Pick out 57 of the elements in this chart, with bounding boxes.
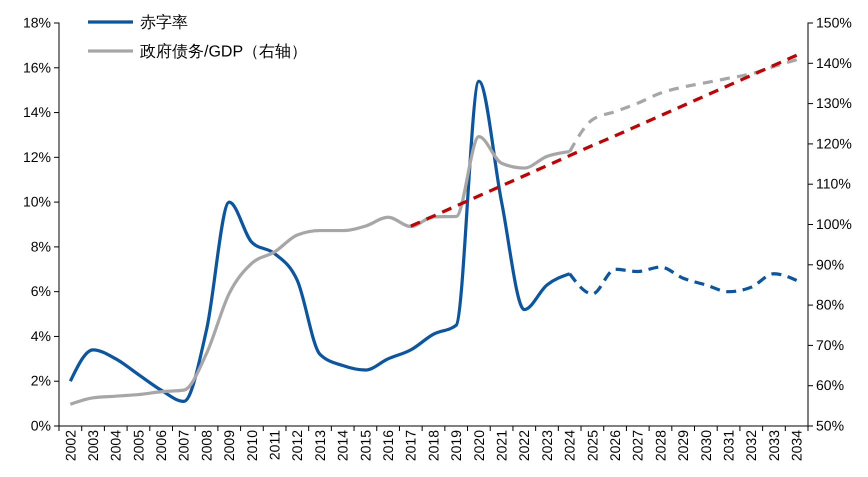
- legend-label: 政府债务/GDP（右轴）: [140, 42, 308, 61]
- x-tick-label: 2030: [698, 430, 714, 462]
- y-tick-label: 6%: [30, 283, 51, 300]
- x-tick-label: 2010: [244, 430, 260, 462]
- y-tick-label: 2%: [30, 372, 51, 389]
- x-tick-label: 2021: [493, 430, 510, 462]
- y-tick-label: 16%: [22, 59, 51, 76]
- x-tick-label: 2017: [402, 430, 419, 462]
- x-tick-label: 2020: [470, 430, 487, 462]
- x-tick-label: 2026: [606, 430, 623, 462]
- y2-tick-label: 50%: [816, 417, 844, 434]
- y-tick-label: 0%: [30, 417, 51, 434]
- y-tick-label: 10%: [22, 194, 51, 210]
- x-tick-label: 2014: [334, 430, 351, 462]
- x-tick-label: 2024: [562, 430, 578, 462]
- x-tick-label: 2034: [788, 430, 805, 462]
- y2-tick-label: 120%: [816, 135, 852, 152]
- x-tick-label: 2033: [766, 430, 782, 462]
- x-tick-label: 2003: [84, 430, 101, 462]
- x-tick-label: 2023: [538, 430, 555, 462]
- x-tick-label: 2006: [153, 430, 170, 462]
- x-tick-label: 2016: [380, 430, 396, 462]
- x-tick-label: 2009: [221, 430, 238, 462]
- x-tick-label: 2029: [675, 430, 692, 462]
- x-tick-label: 2028: [652, 430, 668, 462]
- x-tick-label: 2005: [130, 430, 146, 462]
- x-tick-label: 2012: [289, 430, 306, 462]
- y2-tick-label: 70%: [816, 336, 844, 353]
- y2-tick-label: 130%: [816, 95, 852, 112]
- y-tick-label: 14%: [22, 104, 51, 120]
- x-tick-label: 2019: [448, 430, 464, 462]
- y2-tick-label: 140%: [816, 54, 852, 71]
- y-tick-label: 12%: [22, 148, 51, 165]
- y-tick-label: 4%: [30, 328, 51, 344]
- x-tick-label: 2015: [357, 430, 374, 462]
- x-tick-label: 2004: [108, 430, 124, 462]
- x-tick-label: 2032: [743, 430, 760, 462]
- x-tick-label: 2013: [312, 430, 328, 462]
- y2-tick-label: 100%: [816, 216, 852, 232]
- x-tick-label: 2027: [630, 430, 646, 462]
- x-tick-label: 2025: [584, 430, 600, 462]
- y-tick-label: 18%: [22, 14, 51, 30]
- x-tick-label: 2031: [720, 430, 736, 462]
- y2-tick-label: 80%: [816, 296, 844, 313]
- y-tick-label: 8%: [30, 238, 51, 254]
- x-tick-label: 2018: [425, 430, 442, 462]
- legend-label: 赤字率: [140, 14, 188, 32]
- x-tick-label: 2008: [198, 430, 214, 462]
- x-tick-label: 2007: [176, 430, 192, 462]
- y2-tick-label: 60%: [816, 377, 844, 394]
- line-series: [409, 54, 798, 228]
- y2-tick-label: 90%: [816, 256, 844, 272]
- x-tick-label: 2022: [516, 430, 532, 462]
- y2-tick-label: 110%: [816, 176, 851, 192]
- y2-tick-label: 150%: [816, 14, 852, 30]
- x-tick-label: 2011: [266, 430, 283, 460]
- x-tick-label: 2002: [62, 430, 78, 462]
